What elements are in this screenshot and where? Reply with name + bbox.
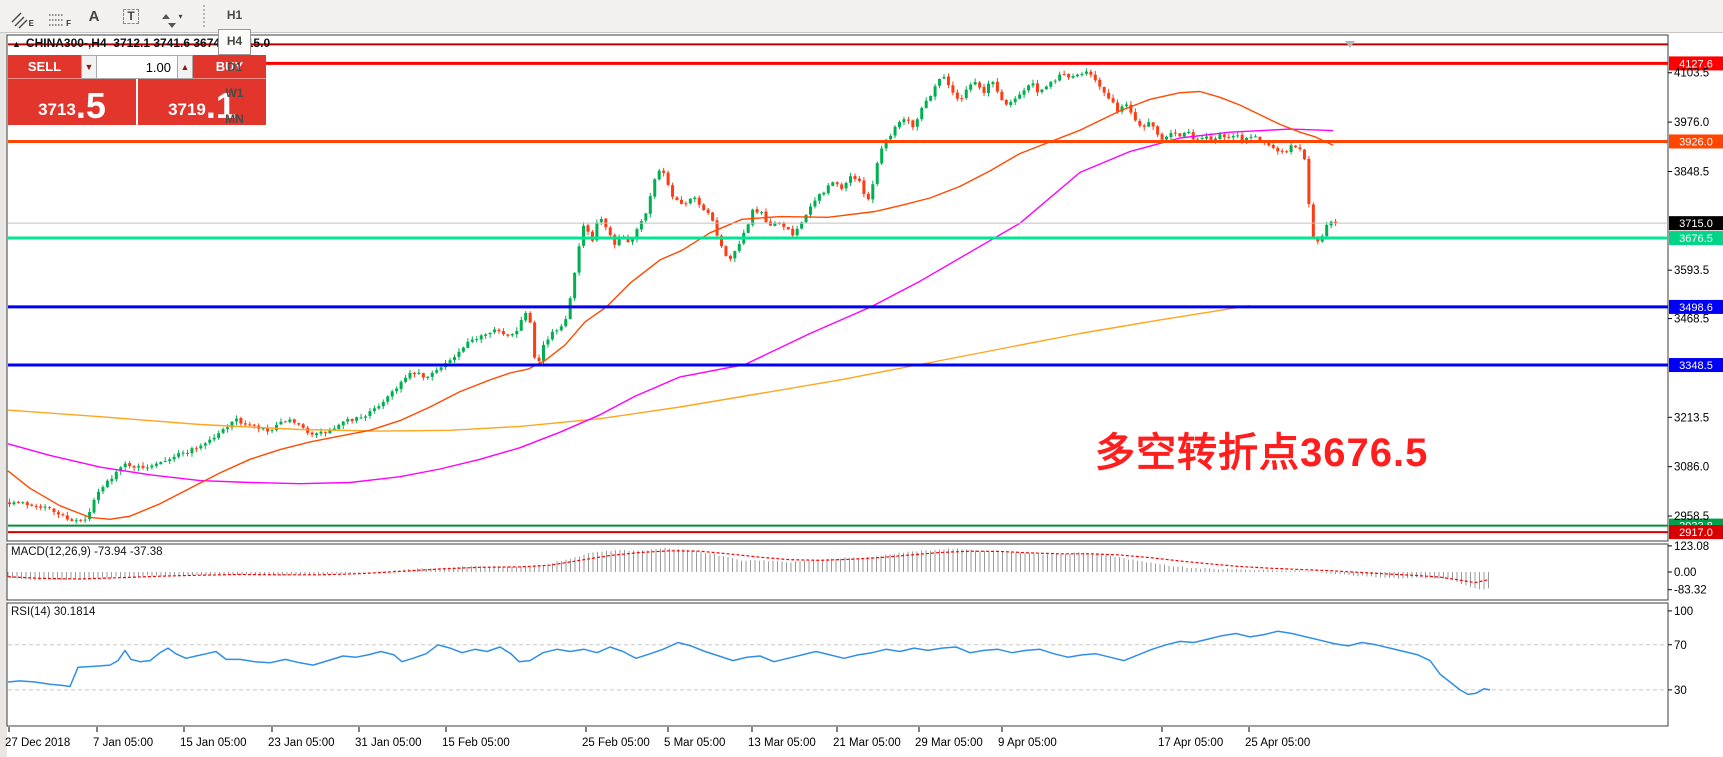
main-chart-panel	[6, 34, 1669, 542]
chart-text-annotation[interactable]: 多空转折点3676.5	[1095, 431, 1429, 475]
timeframe-button-MN[interactable]: MN	[225, 112, 244, 126]
volume-stepper: ▼ ▲	[81, 55, 193, 79]
buy-button[interactable]: BUY	[193, 55, 266, 79]
svg-text:15 Feb 05:00: 15 Feb 05:00	[442, 737, 510, 749]
ma-slow-line	[7, 304, 1251, 432]
date-axis[interactable]: 27 Dec 2018 7 Jan 05:00 15 Jan 05:00 23 Jan…	[5, 727, 1310, 749]
svg-text:70: 70	[1674, 640, 1687, 652]
macd-layer	[7, 547, 1489, 590]
svg-text:2917.0: 2917.0	[1679, 527, 1713, 539]
svg-text:4103.5: 4103.5	[1674, 68, 1709, 80]
sell-price-dec: .5	[75, 85, 106, 127]
svg-text:123.08: 123.08	[1674, 541, 1709, 553]
rsi-line	[7, 630, 1491, 696]
one-click-trade-widget: SELL ▼ ▲ BUY 3713 .5 3719 .1	[8, 55, 266, 125]
svg-text:15 Jan 05:00: 15 Jan 05:00	[180, 737, 247, 749]
ma-fast-line	[7, 90, 1334, 520]
text-tool-button[interactable]: A	[77, 2, 111, 30]
svg-text:3468.5: 3468.5	[1674, 314, 1709, 326]
macd-indicator-label: MACD(12,26,9) -73.94 -37.38	[11, 546, 163, 558]
svg-text:3976.0: 3976.0	[1674, 117, 1709, 129]
svg-text:3498.6: 3498.6	[1679, 302, 1713, 314]
chart-canvas: 4127.63926.03715.03676.53498.63348.52933…	[0, 32, 1723, 757]
collapse-icon[interactable]: ▲	[12, 39, 21, 49]
svg-text:5 Mar 05:00: 5 Mar 05:00	[664, 737, 725, 749]
svg-text:30: 30	[1674, 685, 1687, 697]
svg-text:3715.0: 3715.0	[1679, 218, 1713, 230]
svg-text:29 Mar 05:00: 29 Mar 05:00	[915, 737, 983, 749]
price-badge-4127.6	[1669, 56, 1723, 71]
rsi-layer	[7, 630, 1668, 696]
svg-text:3676.5: 3676.5	[1679, 233, 1713, 245]
arrows-icon	[161, 13, 177, 29]
svg-text:3348.5: 3348.5	[1679, 360, 1713, 372]
svg-text:31 Jan 05:00: 31 Jan 05:00	[355, 737, 422, 749]
text-tool-icon: A	[88, 7, 100, 25]
volume-input[interactable]	[97, 55, 177, 79]
sell-price[interactable]: 3713 .5	[8, 79, 138, 125]
svg-text:9 Apr 05:00: 9 Apr 05:00	[998, 737, 1057, 749]
price-axis[interactable]: 4103.5 3976.0 3848.5 3593.5 3468.5 3213.5 3086…	[1668, 68, 1709, 697]
price-badge-2917.0	[1669, 525, 1723, 540]
rsi-panel	[6, 602, 1669, 727]
channels-tool-sub: E	[28, 19, 34, 28]
sell-button[interactable]: SELL	[8, 55, 81, 79]
chart-region: 4127.63926.03715.03676.53498.63348.52933…	[0, 32, 1723, 757]
rsi-indicator-label: RSI(14) 30.1814	[11, 606, 96, 618]
timeframe-group: M1M5M15M30H1H4D1W1MN	[217, 0, 252, 133]
svg-text:7 Jan 05:00: 7 Jan 05:00	[93, 737, 153, 749]
chevron-down-icon: ▾	[178, 11, 183, 21]
label-tool-icon: T	[123, 8, 139, 24]
svg-text:25 Feb 05:00: 25 Feb 05:00	[582, 737, 650, 749]
fibonacci-tool-button[interactable]: F	[40, 2, 74, 30]
channels-icon	[11, 11, 29, 29]
svg-text:4127.6: 4127.6	[1679, 58, 1713, 70]
svg-text:3213.5: 3213.5	[1674, 412, 1709, 424]
svg-text:21 Mar 05:00: 21 Mar 05:00	[833, 737, 901, 749]
svg-text:27 Dec 2018: 27 Dec 2018	[5, 737, 70, 749]
svg-text:13 Mar 05:00: 13 Mar 05:00	[748, 737, 816, 749]
svg-text:17 Apr 05:00: 17 Apr 05:00	[1158, 737, 1223, 749]
fibonacci-tool-sub: F	[66, 19, 71, 28]
volume-decrease-button[interactable]: ▼	[81, 55, 97, 79]
price-badge-3676.5	[1669, 231, 1723, 246]
volume-increase-button[interactable]: ▲	[177, 55, 193, 79]
macd-panel	[6, 543, 1669, 601]
macd-signal-line	[7, 550, 1489, 584]
svg-text:3926.0: 3926.0	[1679, 136, 1713, 148]
buy-price[interactable]: 3719 .1	[138, 79, 266, 125]
price-badge-3715.0	[1669, 216, 1723, 231]
svg-text:3086.0: 3086.0	[1674, 462, 1709, 474]
svg-text:100: 100	[1674, 606, 1693, 618]
ma-mid-line	[7, 128, 1334, 485]
svg-text:3848.5: 3848.5	[1674, 166, 1709, 178]
price-badge-3498.6	[1669, 299, 1723, 314]
timeframe-button-H1[interactable]: H1	[226, 8, 243, 22]
fibonacci-icon	[48, 11, 66, 29]
buy-price-int: 3719	[168, 100, 206, 119]
symbol-period-label: CHINA300-,H4	[25, 36, 107, 50]
channels-tool-button[interactable]: E	[3, 2, 37, 30]
horizontal-level-lines[interactable]	[8, 43, 1668, 534]
svg-text:3593.5: 3593.5	[1674, 265, 1709, 277]
chart-shift-marker-icon[interactable]	[1345, 41, 1355, 48]
svg-text:0.00: 0.00	[1674, 567, 1696, 579]
svg-text:25 Apr 05:00: 25 Apr 05:00	[1245, 737, 1310, 749]
svg-text:23 Jan 05:00: 23 Jan 05:00	[268, 737, 335, 749]
timeframe-button-H4[interactable]: H4	[218, 29, 251, 55]
sell-price-int: 3713	[38, 100, 76, 119]
toolbar: E F A T ▾ M1M5M15M30H1H4D1W1MN	[0, 0, 1723, 126]
label-tool-button[interactable]: T	[114, 2, 148, 30]
timeframe-button-D1[interactable]: D1	[226, 60, 243, 74]
price-badge-3348.5	[1669, 358, 1723, 373]
toolbar-grip	[203, 5, 209, 27]
timeframe-button-W1[interactable]: W1	[225, 86, 244, 100]
buy-price-dec: .1	[205, 85, 236, 127]
arrows-tool-button[interactable]: ▾	[151, 2, 193, 30]
price-badge-3926.0	[1669, 134, 1723, 149]
svg-text:2958.5: 2958.5	[1674, 511, 1709, 523]
svg-text:-83.32: -83.32	[1674, 585, 1707, 597]
